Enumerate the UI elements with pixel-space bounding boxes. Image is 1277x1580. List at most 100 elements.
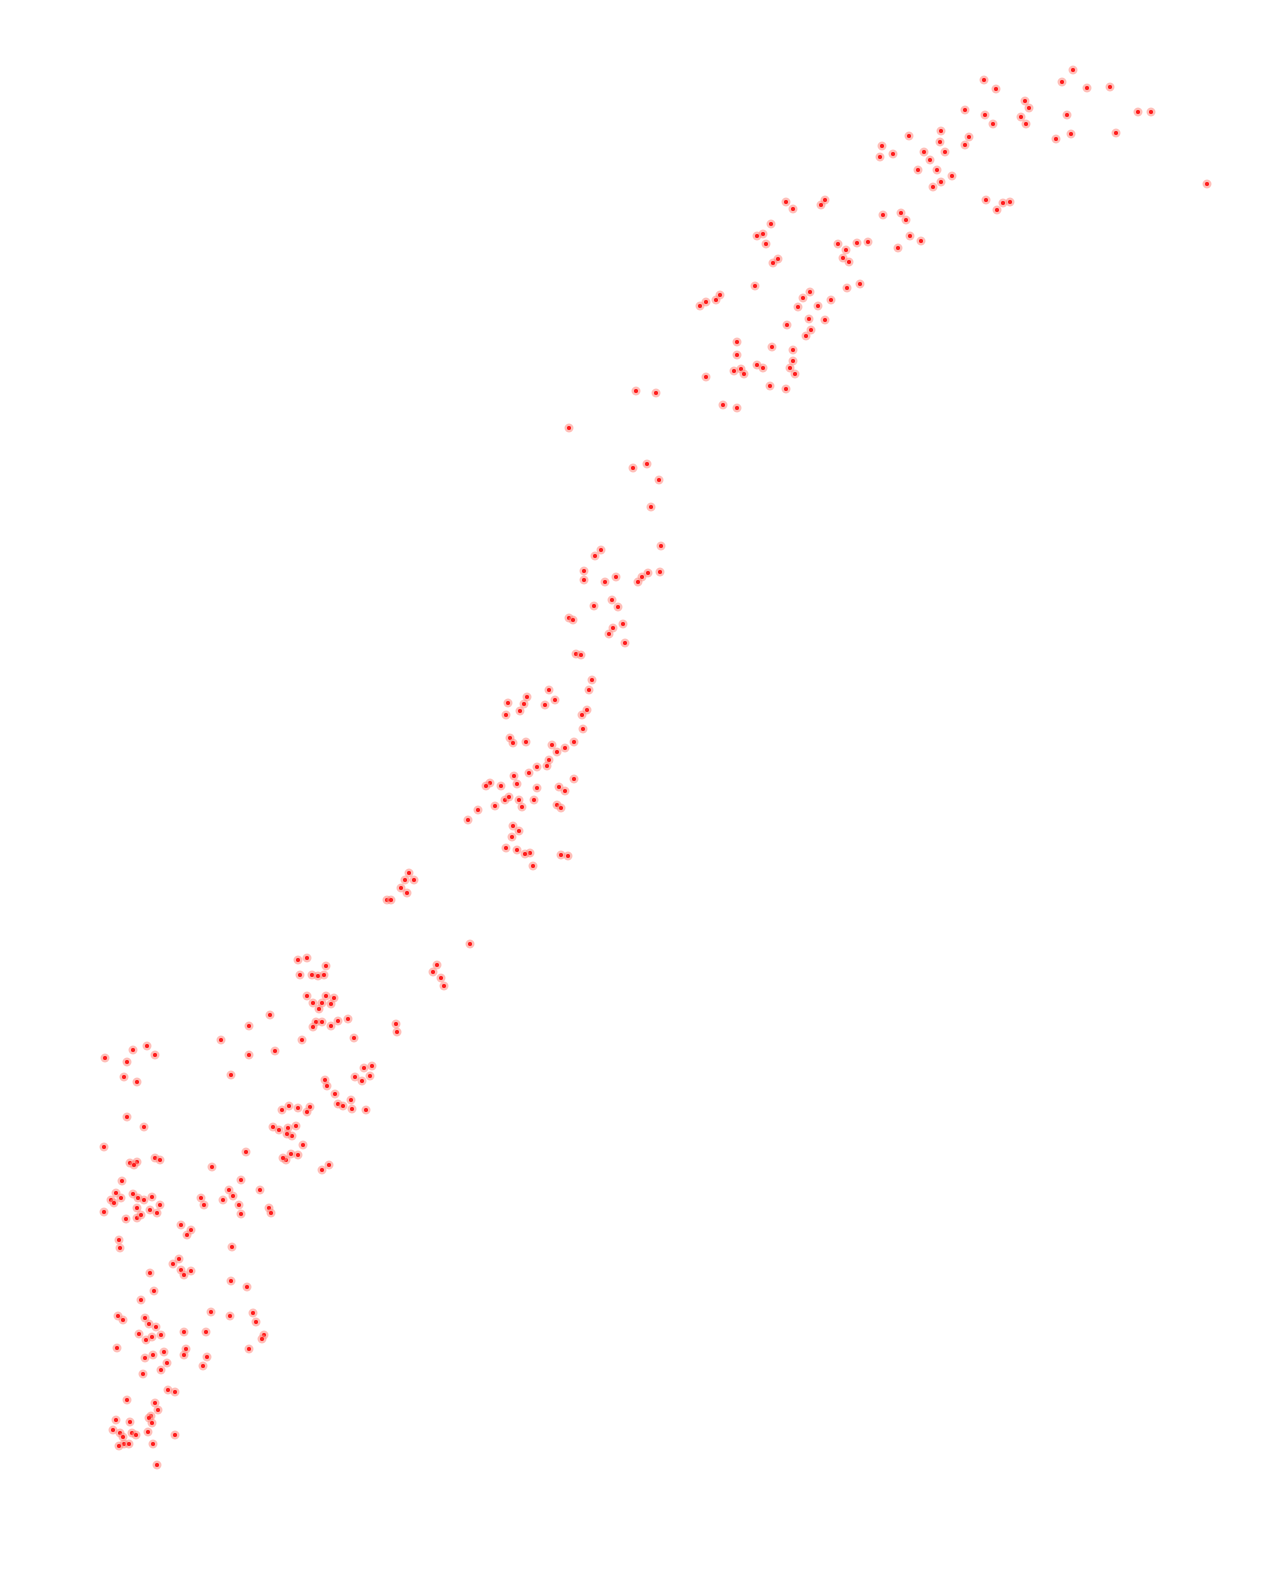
map-point-dot [659,544,663,548]
map-point-dot [229,1279,233,1283]
map-point-marker [991,84,1001,94]
map-point-dot [231,1194,235,1198]
map-point-marker [888,149,898,159]
map-point-marker [317,1017,327,1027]
map-point-dot [221,1198,225,1202]
map-point-marker [1051,134,1061,144]
map-point-dot [131,1192,135,1196]
map-point-marker [298,1140,308,1150]
map-point-dot [555,750,559,754]
map-point-marker [790,369,800,379]
map-point-marker [255,1185,265,1195]
map-point-marker [142,1041,152,1051]
map-point-dot [845,286,849,290]
map-point-dot [649,505,653,509]
map-point-marker [317,1165,327,1175]
map-point-dot [202,1203,206,1207]
map-point-dot [919,239,923,243]
map-point-marker [841,245,851,255]
map-point-marker [333,1016,343,1026]
map-point-marker [409,875,419,885]
map-point-marker [520,849,530,859]
map-point-dot [784,387,788,391]
map-point-dot [317,1007,321,1011]
map-point-marker [916,236,926,246]
map-point-marker [140,1353,150,1363]
map-point-marker [357,1076,367,1086]
map-point-dot [791,348,795,352]
map-point-dot [327,1163,331,1167]
map-point-dot [545,764,549,768]
map-point-marker [297,1035,307,1045]
map-point-marker [654,475,664,485]
map-point-dot [755,363,759,367]
map-point-marker [148,1350,158,1360]
map-point-dot [320,1168,324,1172]
map-point-marker [112,1343,122,1353]
map-point-dot [847,260,851,264]
map-point-dot [654,391,658,395]
map-point-marker [201,1327,211,1337]
map-point-dot [808,290,812,294]
map-point-marker [628,463,638,473]
map-point-dot [967,135,971,139]
map-point-marker [234,1200,244,1210]
map-point-dot [543,703,547,707]
map-point-dot [305,1110,309,1114]
map-point-marker [236,1209,246,1219]
map-point-marker [656,541,666,551]
map-point-dot [165,1361,169,1365]
map-point-dot [305,956,309,960]
map-point-marker [514,826,524,836]
map-point-marker [569,774,579,784]
map-point-marker [122,1057,132,1067]
map-point-marker [129,1160,139,1170]
map-point-dot [268,1013,272,1017]
map-point-dot [139,1213,143,1217]
map-point-marker [501,710,511,720]
map-point-dot [547,758,551,762]
map-point-marker [618,619,628,629]
map-point-marker [607,595,617,605]
map-point-dot [524,740,528,744]
map-point-dot [829,298,833,302]
map-point-marker [202,1352,212,1362]
map-point-marker [302,1107,312,1117]
map-point-marker [813,301,823,311]
map-point-marker [100,1053,110,1063]
map-point-marker [152,1460,162,1470]
map-point-dot [300,1038,304,1042]
map-point-marker [432,960,442,970]
map-point-dot [1205,182,1209,186]
map-point-marker [855,279,865,289]
map-point-marker [138,1369,148,1379]
map-point-dot [621,622,625,626]
map-point-marker [522,692,532,702]
map-point-dot [640,575,644,579]
map-point-marker [199,1200,209,1210]
map-point-dot [807,317,811,321]
map-point-marker [151,1322,161,1332]
map-point-dot [580,713,584,717]
map-point-dot [146,1430,150,1434]
map-point-dot [507,795,511,799]
map-point-marker [159,1347,169,1357]
map-point-dot [296,958,300,962]
map-point-dot [582,569,586,573]
map-point-dot [127,1442,131,1446]
map-point-dot [179,1223,183,1227]
map-point-dot [173,1433,177,1437]
map-point-marker [241,1147,251,1157]
map-point-marker [515,706,525,716]
map-point-dot [412,878,416,882]
map-point-marker [218,1195,228,1205]
map-point-marker [508,738,518,748]
map-point-marker [980,110,990,120]
map-point-dot [515,782,519,786]
map-point-dot [579,653,583,657]
map-point-marker [801,331,811,341]
map-point-dot [114,1191,118,1195]
map-point-marker [322,1081,332,1091]
map-point-marker [540,700,550,710]
map-point-dot [950,174,954,178]
